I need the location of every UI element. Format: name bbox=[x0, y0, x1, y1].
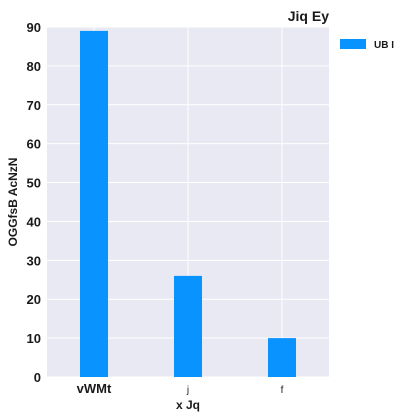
bar-series bbox=[80, 30, 296, 378]
y-tick-label: 30 bbox=[27, 253, 41, 268]
legend: UB I bbox=[340, 39, 394, 51]
y-axis-title: OGGfsB AcNzN bbox=[6, 158, 20, 247]
chart-title: Jiq Ey bbox=[288, 8, 329, 24]
y-tick-label: 80 bbox=[27, 59, 41, 74]
x-tick-label: vWMt bbox=[77, 381, 112, 396]
x-tick-label: f bbox=[281, 385, 284, 396]
y-tick-label: 60 bbox=[27, 137, 41, 152]
legend-swatch bbox=[340, 39, 366, 49]
bar-vWMt bbox=[80, 30, 108, 378]
y-tick-label: 70 bbox=[27, 98, 41, 113]
x-tick-label: j bbox=[186, 385, 189, 396]
y-tick-label: 0 bbox=[34, 370, 41, 385]
x-axis-title: x Jq bbox=[176, 398, 200, 412]
y-tick-label: 40 bbox=[27, 214, 41, 229]
y-tick-label: 50 bbox=[27, 176, 41, 191]
y-tick-label: 10 bbox=[27, 331, 41, 346]
x-axis-ticks: vWMt j f bbox=[77, 381, 284, 396]
y-tick-label: 90 bbox=[27, 20, 41, 35]
bar-j bbox=[174, 275, 202, 377]
legend-label: UB I bbox=[374, 40, 394, 51]
y-axis-ticks: 0 10 20 30 40 50 60 70 80 90 bbox=[27, 20, 41, 385]
y-tick-label: 20 bbox=[27, 292, 41, 307]
bar-f bbox=[268, 338, 296, 377]
